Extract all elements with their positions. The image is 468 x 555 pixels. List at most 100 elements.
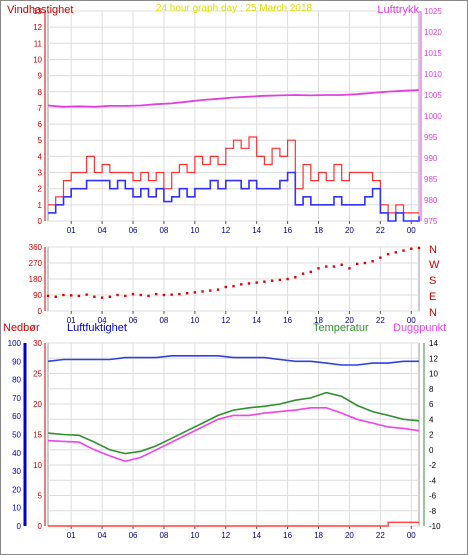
wind-right-label: Lufttrykk [377, 4, 419, 16]
pressure-ytick-label: 975 [424, 217, 438, 226]
compass-label-s: S [429, 275, 436, 287]
direction-ytick-label: 270 [29, 259, 43, 268]
direction-point [77, 294, 81, 298]
temp-ytick-label: -8 [429, 507, 437, 516]
humidity-label: Luftfuktighet [67, 322, 127, 334]
humidity-line [47, 355, 419, 366]
direction-point [379, 256, 382, 259]
climate-xtick-label: 06 [129, 531, 138, 540]
wind-ytick-label: 1 [38, 201, 43, 210]
direction-ytick-label: 180 [29, 275, 43, 284]
temperature-label: Temperatur [313, 322, 369, 334]
direction-xtick-label: 01 [67, 316, 76, 325]
pressure-ytick-label: 990 [424, 154, 438, 163]
climate-xtick-label: 14 [252, 531, 261, 540]
direction-point [147, 294, 150, 298]
wind-xtick-label: 04 [98, 226, 107, 235]
wind-ytick-label: 12 [33, 23, 42, 32]
humidity-ytick-label: 70 [12, 394, 21, 403]
wind-ytick-label: 13 [33, 7, 42, 16]
direction-point [46, 294, 50, 298]
wind-xtick-label: 10 [190, 226, 199, 235]
wind-chart-title: 24 hour graph day : 25 March 2018 [156, 3, 313, 14]
humidity-ytick-label: 60 [12, 412, 21, 421]
direction-point [317, 267, 320, 270]
climate-xtick-label: 18 [314, 531, 323, 540]
temp-ytick-label: 14 [429, 339, 438, 348]
direction-ytick-label: 360 [29, 243, 43, 252]
direction-point [131, 292, 135, 296]
direction-point [348, 267, 351, 270]
direction-point [325, 265, 328, 268]
direction-point [240, 283, 243, 286]
rain-line [48, 521, 419, 527]
climate-xtick-label: 12 [221, 531, 230, 540]
direction-point [93, 295, 96, 298]
rain-ytick-label: 15 [33, 431, 42, 440]
pressure-ytick-label: 1010 [424, 70, 442, 79]
wind-xtick-label: 08 [159, 226, 168, 235]
wind-ytick-label: 7 [38, 104, 43, 113]
direction-xtick-label: 10 [190, 316, 199, 325]
temp-ytick-label: -2 [429, 461, 437, 470]
humidity-ytick-label: 10 [12, 504, 21, 513]
climate-xtick-label: 20 [345, 531, 354, 540]
rain-ytick-label: 10 [33, 461, 42, 470]
direction-point [54, 295, 57, 298]
direction-xtick-label: 20 [345, 316, 354, 325]
direction-xtick-label: 16 [283, 316, 292, 325]
temp-ytick-label: 4 [429, 415, 434, 424]
wind-xtick-label: 01 [67, 226, 76, 235]
pressure-ytick-label: 1025 [424, 7, 442, 16]
direction-xtick-label: 22 [376, 316, 385, 325]
direction-point [155, 292, 158, 296]
climate-xtick-label: 08 [159, 531, 168, 540]
direction-point [124, 294, 127, 298]
pressure-ytick-label: 1020 [424, 28, 442, 37]
humidity-ytick-label: 20 [12, 485, 21, 494]
dewpoint-label: Duggpunkt [393, 322, 446, 334]
direction-point [162, 293, 166, 297]
climate-xtick-label: 16 [283, 531, 292, 540]
wind-left-label: Vindhastighet [7, 4, 73, 16]
direction-point [340, 263, 343, 266]
wind-ytick-label: 5 [38, 136, 43, 145]
humidity-ytick-label: 90 [12, 357, 21, 366]
temp-ytick-label: 12 [429, 354, 438, 363]
direction-point [209, 289, 212, 292]
direction-ytick-label: 0 [38, 307, 43, 316]
direction-point [363, 261, 367, 265]
wind-ytick-label: 9 [38, 72, 43, 81]
direction-xtick-label: 08 [159, 316, 168, 325]
direction-point [178, 292, 181, 296]
direction-point [394, 251, 398, 254]
wind-ytick-label: 2 [38, 185, 43, 194]
direction-point [170, 293, 173, 296]
direction-point [62, 293, 65, 297]
direction-point [270, 279, 274, 282]
direction-point [108, 295, 112, 298]
wind-xtick-label: 18 [314, 226, 323, 235]
climate-xtick-label: 22 [376, 531, 385, 540]
direction-point [309, 270, 312, 274]
direction-point [417, 246, 421, 250]
temp-ytick-label: 6 [429, 400, 434, 409]
humidity-ytick-label: 40 [12, 449, 21, 458]
direction-point [193, 291, 197, 294]
direction-xtick-label: 00 [407, 316, 416, 325]
rain-ytick-label: 20 [33, 400, 42, 409]
direction-point [286, 277, 289, 281]
wind-ytick-label: 4 [38, 152, 43, 161]
direction-point [232, 284, 235, 288]
temp-ytick-label: 8 [429, 385, 434, 394]
direction-point [294, 276, 297, 279]
dewpoint-line [47, 407, 420, 463]
pressure-line [47, 89, 420, 108]
direction-point [278, 278, 282, 282]
humidity-ytick-label: 50 [12, 431, 21, 440]
direction-point [402, 249, 405, 252]
wind-ytick-label: 0 [38, 217, 43, 226]
temp-ytick-label: -6 [429, 492, 437, 501]
direction-point [301, 272, 305, 275]
